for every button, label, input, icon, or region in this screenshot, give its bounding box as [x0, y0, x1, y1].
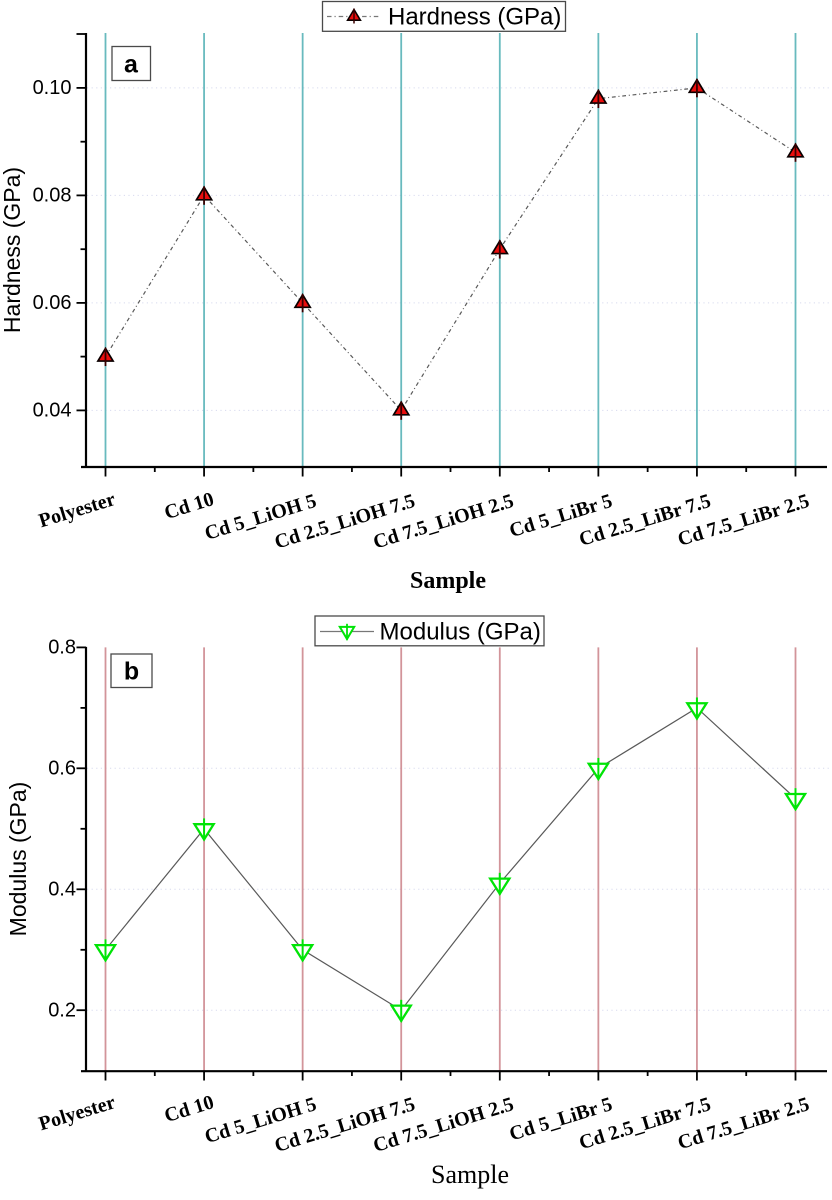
svg-text:Sample: Sample: [431, 1160, 509, 1189]
svg-text:Hardness (GPa): Hardness (GPa): [0, 167, 25, 333]
svg-text:Modulus (GPa): Modulus (GPa): [5, 782, 31, 937]
svg-text:0.04: 0.04: [33, 400, 72, 422]
svg-text:0.8: 0.8: [48, 637, 76, 659]
svg-text:0.6: 0.6: [48, 758, 76, 780]
svg-text:Modulus (GPa): Modulus (GPa): [380, 619, 541, 646]
svg-text:0.08: 0.08: [33, 185, 72, 207]
svg-text:0.06: 0.06: [33, 292, 72, 314]
svg-text:b: b: [124, 658, 139, 686]
svg-text:Hardness (GPa): Hardness (GPa): [388, 4, 561, 31]
svg-text:Sample: Sample: [410, 568, 486, 594]
svg-text:a: a: [124, 51, 139, 79]
svg-text:0.2: 0.2: [48, 999, 76, 1021]
svg-text:0.10: 0.10: [33, 77, 72, 99]
svg-text:0.4: 0.4: [48, 879, 76, 901]
